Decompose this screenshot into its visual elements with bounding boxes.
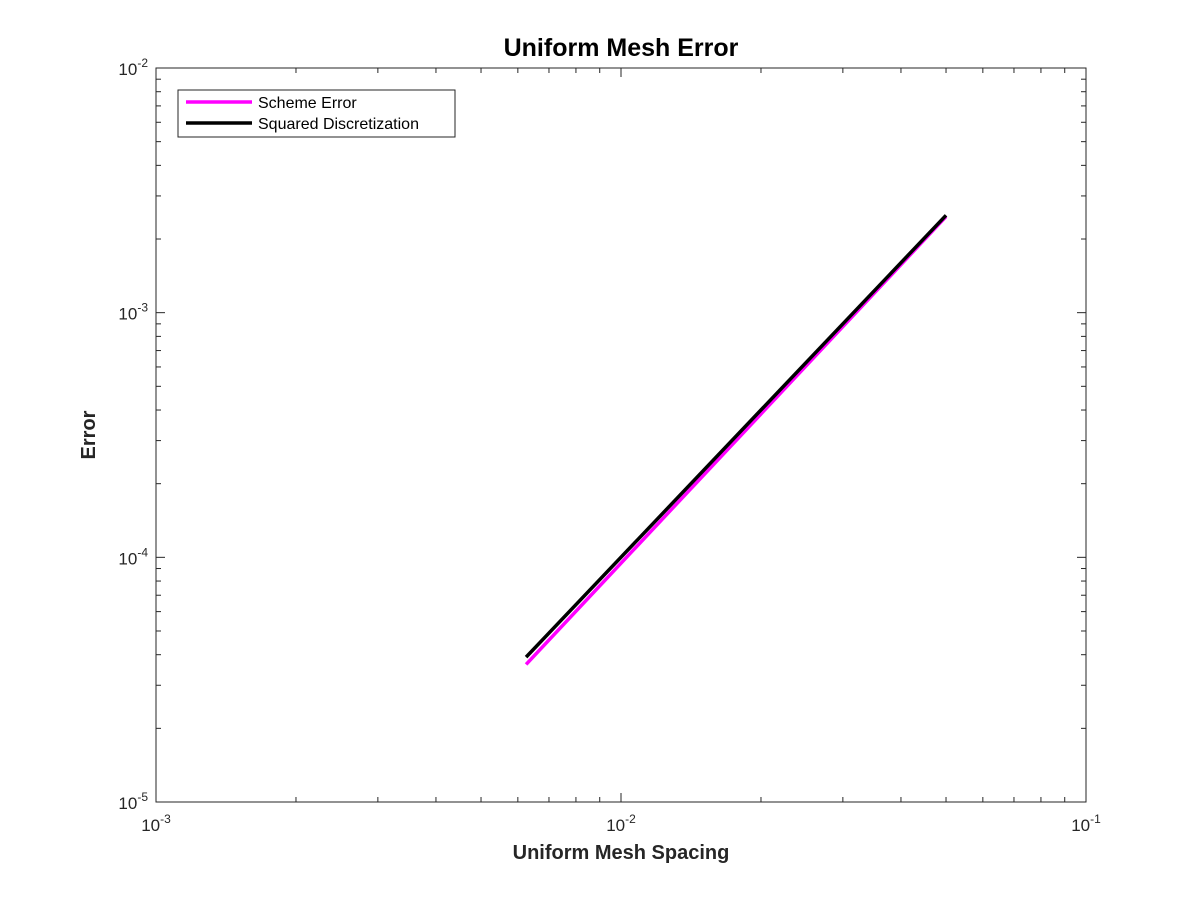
series-lines	[524, 214, 948, 666]
tick-marks	[155, 67, 1087, 803]
y-axis-label: Error	[78, 410, 100, 459]
legend-label-squared-discretization: Squared Discretization	[258, 116, 419, 133]
chart-title: Uniform Mesh Error	[504, 34, 739, 62]
y-tick-label: 10-4	[118, 545, 148, 568]
legend-label-scheme-error: Scheme Error	[258, 95, 357, 112]
y-tick-label: 10-5	[118, 790, 148, 813]
x-tick-label: 10-2	[606, 812, 636, 835]
x-tick-label: 10-3	[141, 812, 171, 835]
y-tick-label: 10-3	[118, 301, 148, 324]
x-axis-label: Uniform Mesh Spacing	[513, 842, 730, 864]
y-tick-label: 10-2	[118, 56, 148, 79]
x-tick-label: 10-1	[1071, 812, 1101, 835]
tick-labels: 10-3 10-2 10-1 10-5 10-4 10-3 10-2	[118, 56, 1101, 835]
plot-area-border	[155, 67, 1087, 803]
series-line-squared-discretization	[524, 214, 948, 659]
legend-box	[177, 89, 456, 138]
legend: Scheme Error Squared Discretization	[177, 89, 456, 138]
